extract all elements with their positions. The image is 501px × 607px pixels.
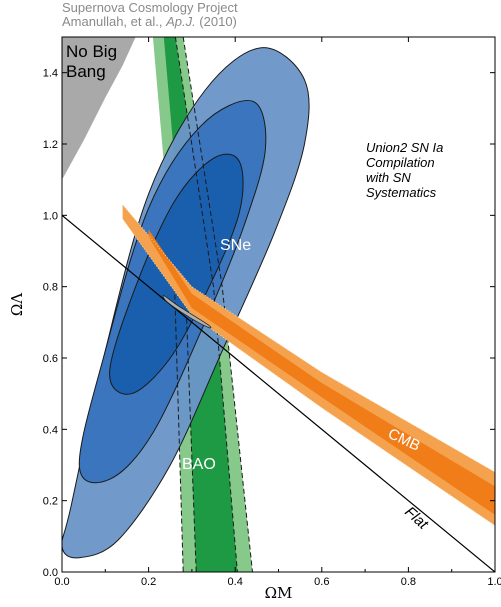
x-axis-label: ΩM — [265, 584, 293, 602]
union2-annotation-line: Compilation — [366, 155, 435, 170]
no-big-bang-label: Bang — [66, 62, 106, 81]
y-tick-label: 0.2 — [43, 496, 58, 508]
x-tick-label: 1.0 — [487, 576, 501, 588]
bao-dashed-contours — [174, 37, 253, 572]
bao-dashed-line — [182, 37, 253, 572]
axis-ticks — [61, 37, 496, 573]
sne-label: SNe — [220, 237, 251, 254]
y-tick-label: 1.4 — [43, 68, 58, 80]
bao-dashed-line — [174, 37, 238, 572]
x-tick-label: 0.4 — [228, 576, 243, 588]
y-tick-label: 0.4 — [43, 424, 58, 436]
no-big-bang-region — [62, 37, 136, 180]
x-tick-label: 0.0 — [54, 576, 69, 588]
header-year: (2010) — [195, 14, 237, 29]
union2-annotation-line: Union2 SN Ia — [366, 140, 443, 155]
y-tick-label: 0.8 — [43, 282, 58, 294]
header-citation: Amanullah, et al., Ap.J. (2010) — [62, 15, 238, 29]
header-authors: Amanullah, et al., — [62, 14, 167, 29]
flat-universe-line — [62, 214, 495, 572]
bao-label: BAO — [182, 456, 216, 473]
no-big-bang-label: No Big — [66, 42, 117, 61]
y-axis-label: ΩΛ — [8, 293, 26, 316]
plot-area — [62, 37, 495, 572]
x-tick-label: 0.8 — [401, 576, 416, 588]
flat-label: Flat — [401, 503, 432, 533]
x-tick-label: 0.6 — [314, 576, 329, 588]
union2-annotation-line: Systematics — [366, 185, 437, 200]
cmb-band-inner — [148, 229, 495, 515]
y-tick-label: 0.6 — [43, 353, 58, 365]
header-journal: Ap.J. — [166, 14, 196, 29]
y-tick-label: 1.0 — [43, 210, 58, 222]
combined-constraint-region — [162, 295, 212, 329]
figure-header: Supernova Cosmology Project Amanullah, e… — [62, 1, 238, 29]
y-tick-label: 1.2 — [43, 139, 58, 151]
union2-annotation-line: with SN — [366, 170, 411, 185]
y-tick-label: 0.0 — [43, 567, 58, 579]
header-project: Supernova Cosmology Project — [62, 0, 238, 15]
x-tick-label: 0.2 — [141, 576, 156, 588]
